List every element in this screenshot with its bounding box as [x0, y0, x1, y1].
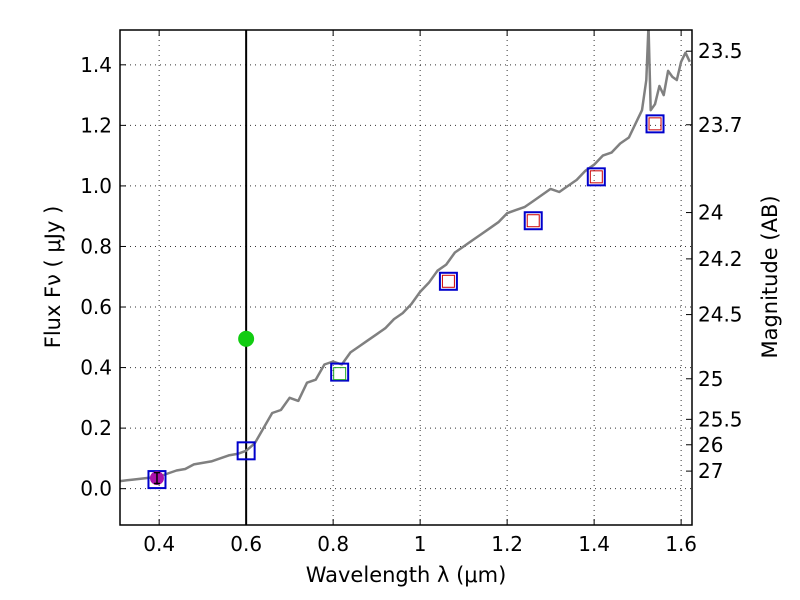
spectrum-line — [120, 30, 691, 483]
photometry-box-marker — [236, 441, 256, 461]
magnitude-tick-label: 24.2 — [698, 247, 743, 271]
model-point-marker — [441, 274, 455, 288]
model-point-marker — [526, 214, 540, 228]
magnitude-axis-label: Magnitude (AB) — [758, 195, 782, 358]
magnitude-tick-label: 23.7 — [698, 113, 743, 137]
x-tick-label: 1.6 — [665, 532, 697, 556]
plot-frame — [119, 29, 693, 526]
magnitude-tick-label: 23.5 — [698, 39, 743, 63]
photometry-box-marker — [438, 271, 458, 291]
y-tick-label: 0.0 — [80, 477, 112, 501]
x-tick-label: 1 — [414, 532, 427, 556]
x-axis-label: Wavelength λ (μm) — [306, 563, 507, 587]
y-tick-label: 0.4 — [80, 356, 112, 380]
x-tick-label: 0.4 — [143, 532, 175, 556]
magnitude-tick-label: 25 — [698, 367, 723, 391]
axis-ticks: 0.4 0.6 0.8 1 1.2 1.4 1.6 0.0 0.2 0.4 0.6 0.8 1.0 1.2… — [80, 30, 743, 556]
y-tick-label: 1.0 — [80, 174, 112, 198]
x-tick-label: 1.4 — [578, 532, 610, 556]
x-tick-label: 1.2 — [491, 532, 523, 556]
y-tick-label: 0.6 — [80, 295, 112, 319]
photometry-box-marker — [586, 167, 606, 187]
model-point-marker — [589, 170, 603, 184]
x-tick-label: 0.8 — [317, 532, 349, 556]
photometry-box-marker — [330, 362, 350, 382]
highlight-point — [238, 330, 255, 347]
y-tick-label: 0.2 — [80, 416, 112, 440]
x-tick-label: 0.6 — [230, 532, 262, 556]
magnitude-tick-label: 24 — [698, 201, 723, 225]
magnitude-tick-label: 26 — [698, 433, 723, 457]
y-axis-label: Flux Fν ( μJy ) — [41, 206, 65, 349]
photometry-box-marker — [645, 114, 665, 134]
photometry-box-marker — [523, 211, 543, 231]
y-tick-label: 0.8 — [80, 234, 112, 258]
magnitude-tick-label: 24.5 — [698, 303, 743, 327]
magnitude-tick-label: 25.5 — [698, 407, 743, 431]
y-tick-label: 1.2 — [80, 113, 112, 137]
model-point-marker — [333, 367, 347, 381]
model-point-marker — [648, 117, 662, 131]
y-tick-label: 1.4 — [80, 53, 112, 77]
data-layer — [120, 30, 691, 525]
magnitude-tick-label: 27 — [698, 459, 723, 483]
grid-lines — [120, 30, 692, 525]
